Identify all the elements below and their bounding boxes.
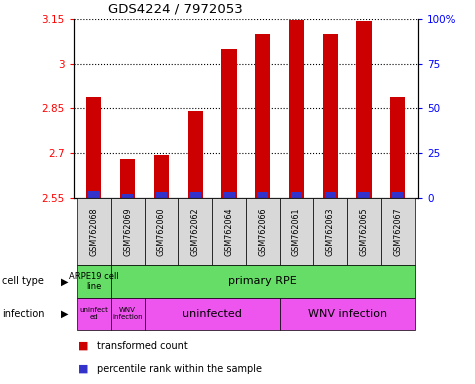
Bar [255,34,270,198]
Bar [223,192,235,198]
Bar [156,192,167,198]
Bar [122,194,133,198]
Text: transformed count: transformed count [97,341,188,351]
Text: ■: ■ [78,364,89,374]
Bar [392,192,403,198]
Bar [111,265,415,298]
Text: GSM762063: GSM762063 [326,207,335,256]
Bar [280,198,314,265]
Bar [246,198,280,265]
Bar [257,192,268,198]
Text: WNV
infection: WNV infection [112,308,143,320]
Text: ARPE19 cell
line: ARPE19 cell line [69,271,119,291]
Bar [144,198,178,265]
Bar [86,96,102,198]
Text: primary RPE: primary RPE [228,276,297,286]
Bar [323,34,338,198]
Bar [289,20,304,198]
Bar [291,192,302,198]
Bar [381,198,415,265]
Bar [390,96,405,198]
Text: GSM762060: GSM762060 [157,207,166,256]
Bar [144,298,280,330]
Bar [280,298,415,330]
Bar [358,192,370,198]
Bar [154,155,169,198]
Text: GDS4224 / 7972053: GDS4224 / 7972053 [108,2,243,15]
Bar [77,265,111,298]
Bar [88,191,100,198]
Bar [324,192,336,198]
Bar [190,192,201,198]
Text: cell type: cell type [2,276,44,286]
Text: uninfect
ed: uninfect ed [79,308,108,320]
Text: GSM762067: GSM762067 [393,207,402,256]
Bar [212,198,246,265]
Bar [314,198,347,265]
Bar [77,298,111,330]
Text: percentile rank within the sample: percentile rank within the sample [97,364,262,374]
Bar [178,198,212,265]
Bar [77,198,111,265]
Text: GSM762062: GSM762062 [190,207,200,256]
Bar [188,111,203,198]
Text: GSM762061: GSM762061 [292,207,301,256]
Text: WNV infection: WNV infection [307,309,387,319]
Text: infection: infection [2,309,45,319]
Text: uninfected: uninfected [182,309,242,319]
Bar [111,298,144,330]
Bar [221,49,237,198]
Bar [347,198,381,265]
Text: GSM762068: GSM762068 [89,207,98,256]
Text: ▶: ▶ [61,276,69,286]
Text: GSM762065: GSM762065 [360,207,369,256]
Bar [120,159,135,198]
Text: GSM762064: GSM762064 [224,207,233,256]
Text: GSM762069: GSM762069 [123,207,132,256]
Text: GSM762066: GSM762066 [258,207,267,256]
Bar [356,21,371,198]
Bar [111,198,144,265]
Text: ▶: ▶ [61,309,69,319]
Text: ■: ■ [78,341,89,351]
